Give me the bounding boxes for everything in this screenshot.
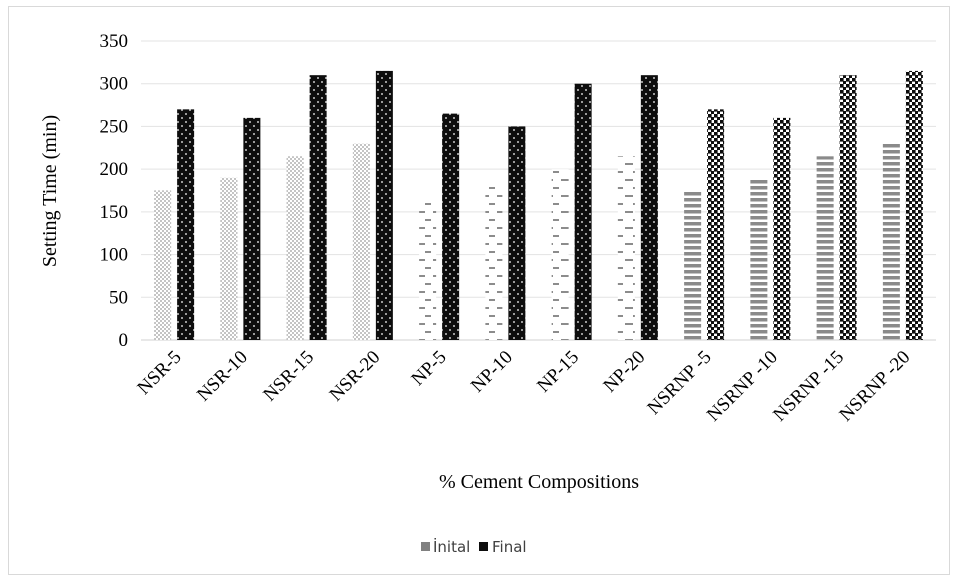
x-tick-label: NSR-10 [193, 347, 252, 406]
legend-swatch-initial [421, 542, 430, 551]
bar-initial [154, 190, 172, 340]
bar-initial [485, 186, 503, 340]
bar-initial [286, 156, 304, 340]
bar-initial [882, 143, 900, 340]
legend: İnital Final [421, 537, 527, 556]
y-tick-label: 300 [100, 74, 129, 95]
bar-final [773, 117, 791, 340]
x-tick-label: NP-5 [407, 347, 450, 390]
bar-initial [750, 177, 768, 340]
bar-final [707, 109, 725, 340]
bar-final [640, 75, 658, 341]
bar-final [375, 70, 393, 341]
legend-label-initial: İnital [433, 537, 470, 556]
y-tick-label: 150 [100, 202, 129, 223]
y-tick-label: 100 [100, 245, 129, 266]
bar-final [442, 113, 460, 340]
x-tick-label: NSRNP -10 [703, 347, 782, 426]
y-tick-label: 200 [100, 159, 129, 180]
x-tick-label: NSRNP -20 [835, 347, 914, 426]
x-axis-title: % Cement Compositions [439, 471, 639, 493]
bar-initial [617, 156, 635, 340]
bars [154, 70, 923, 341]
y-tick-label: 250 [100, 116, 129, 137]
bar-final [177, 109, 195, 340]
x-tick-label: NSR-20 [326, 347, 385, 406]
gridlines [141, 40, 936, 341]
y-tick-label: 50 [109, 287, 128, 308]
x-tick-label: NP-20 [599, 347, 649, 397]
x-tick-label: NP-10 [467, 347, 517, 397]
legend-swatch-final [479, 542, 488, 551]
bar-initial [816, 156, 834, 340]
y-tick-label: 350 [100, 31, 129, 52]
x-tick-label: NSRNP -15 [769, 347, 848, 426]
y-axis-title: Setting Time (min) [39, 115, 61, 267]
bar-initial [551, 169, 569, 340]
bar-final [508, 126, 526, 340]
x-tick-label: NSR-5 [133, 347, 185, 399]
x-axis-ticks: NSR-5 NSR-10 NSR-15 NSR-20 NP-5 NP-10 NP-15 NP-… [133, 347, 914, 426]
bar-final [839, 75, 857, 341]
bar-initial [220, 177, 238, 340]
bar-final [905, 70, 923, 341]
bar-initial [352, 143, 370, 340]
bar-final [309, 75, 327, 341]
x-tick-label: NSR-15 [259, 347, 318, 406]
x-tick-label: NP-15 [533, 347, 583, 397]
legend-label-final: Final [492, 538, 527, 556]
y-axis-ticks: 0 50 100 150 200 250 300 350 [100, 31, 129, 351]
y-tick-label: 0 [119, 330, 129, 351]
bar-initial [419, 199, 437, 340]
bar-initial [684, 190, 702, 340]
bar-final [243, 117, 261, 340]
bar-final [574, 83, 592, 340]
